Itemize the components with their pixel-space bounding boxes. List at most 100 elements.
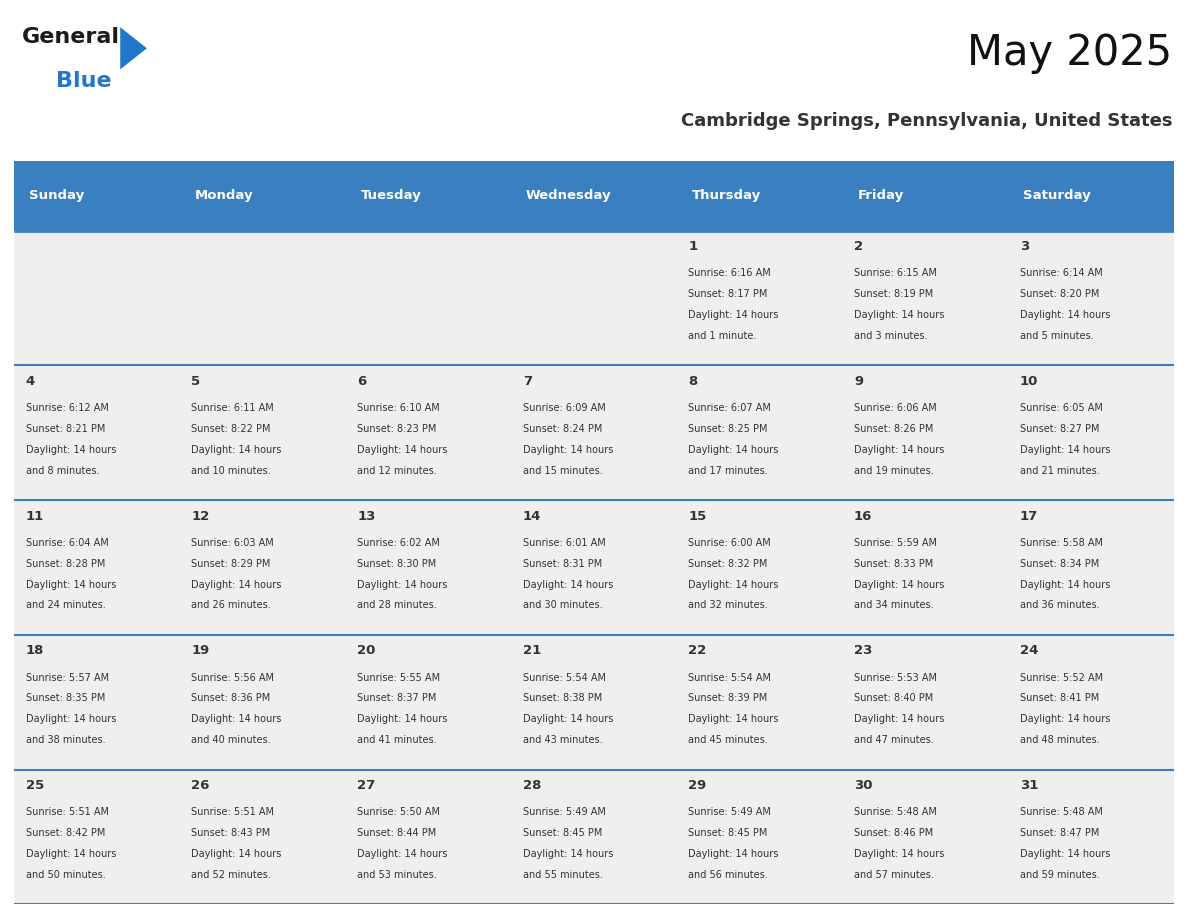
Text: 30: 30 <box>854 779 872 792</box>
Text: Daylight: 14 hours: Daylight: 14 hours <box>358 579 448 589</box>
Text: Sunset: 8:33 PM: Sunset: 8:33 PM <box>854 559 934 569</box>
Text: Sunset: 8:44 PM: Sunset: 8:44 PM <box>358 828 436 838</box>
Text: 13: 13 <box>358 509 375 522</box>
Text: Sunset: 8:37 PM: Sunset: 8:37 PM <box>358 693 436 703</box>
Text: 9: 9 <box>854 375 864 387</box>
Text: Sunrise: 6:09 AM: Sunrise: 6:09 AM <box>523 403 606 413</box>
Text: Daylight: 14 hours: Daylight: 14 hours <box>854 445 944 455</box>
Text: and 47 minutes.: and 47 minutes. <box>854 735 934 745</box>
Text: Sunset: 8:20 PM: Sunset: 8:20 PM <box>1019 289 1099 299</box>
Text: Sunrise: 6:16 AM: Sunrise: 6:16 AM <box>688 268 771 278</box>
Text: Daylight: 14 hours: Daylight: 14 hours <box>688 445 779 455</box>
Text: Wednesday: Wednesday <box>526 189 612 202</box>
Text: and 50 minutes.: and 50 minutes. <box>26 870 106 879</box>
Text: Daylight: 14 hours: Daylight: 14 hours <box>358 849 448 859</box>
Text: Sunset: 8:45 PM: Sunset: 8:45 PM <box>688 828 767 838</box>
Text: Sunrise: 6:05 AM: Sunrise: 6:05 AM <box>1019 403 1102 413</box>
Text: and 5 minutes.: and 5 minutes. <box>1019 331 1093 341</box>
Text: Sunset: 8:38 PM: Sunset: 8:38 PM <box>523 693 602 703</box>
Text: 5: 5 <box>191 375 201 387</box>
Text: Sunrise: 6:01 AM: Sunrise: 6:01 AM <box>523 538 606 548</box>
Text: Sunset: 8:22 PM: Sunset: 8:22 PM <box>191 424 271 434</box>
Text: General: General <box>21 28 119 47</box>
Text: and 34 minutes.: and 34 minutes. <box>854 600 934 610</box>
Text: Daylight: 14 hours: Daylight: 14 hours <box>191 849 282 859</box>
Text: 29: 29 <box>688 779 707 792</box>
Bar <box>14 365 1174 500</box>
Text: and 17 minutes.: and 17 minutes. <box>688 465 769 476</box>
Text: Daylight: 14 hours: Daylight: 14 hours <box>854 310 944 320</box>
Text: 7: 7 <box>523 375 532 387</box>
Text: Sunset: 8:28 PM: Sunset: 8:28 PM <box>26 559 106 569</box>
Text: Sunset: 8:17 PM: Sunset: 8:17 PM <box>688 289 767 299</box>
Text: 1: 1 <box>688 241 697 253</box>
Text: 26: 26 <box>191 779 210 792</box>
Text: 31: 31 <box>1019 779 1038 792</box>
Text: Sunset: 8:21 PM: Sunset: 8:21 PM <box>26 424 106 434</box>
Text: 18: 18 <box>26 644 44 657</box>
Text: Daylight: 14 hours: Daylight: 14 hours <box>26 579 116 589</box>
Text: and 8 minutes.: and 8 minutes. <box>26 465 100 476</box>
Text: 20: 20 <box>358 644 375 657</box>
Text: Sunrise: 6:10 AM: Sunrise: 6:10 AM <box>358 403 440 413</box>
Text: and 30 minutes.: and 30 minutes. <box>523 600 602 610</box>
Text: and 3 minutes.: and 3 minutes. <box>854 331 928 341</box>
Text: and 38 minutes.: and 38 minutes. <box>26 735 106 745</box>
Text: and 57 minutes.: and 57 minutes. <box>854 870 934 879</box>
Text: May 2025: May 2025 <box>967 32 1173 74</box>
Text: and 32 minutes.: and 32 minutes. <box>688 600 769 610</box>
Text: 21: 21 <box>523 644 541 657</box>
Text: 22: 22 <box>688 644 707 657</box>
Text: 16: 16 <box>854 509 872 522</box>
Text: Daylight: 14 hours: Daylight: 14 hours <box>1019 579 1110 589</box>
Text: Sunday: Sunday <box>30 189 84 202</box>
Text: Sunrise: 6:03 AM: Sunrise: 6:03 AM <box>191 538 274 548</box>
Text: Sunset: 8:32 PM: Sunset: 8:32 PM <box>688 559 767 569</box>
Text: and 59 minutes.: and 59 minutes. <box>1019 870 1099 879</box>
Text: Sunset: 8:23 PM: Sunset: 8:23 PM <box>358 424 436 434</box>
Text: 28: 28 <box>523 779 542 792</box>
Text: Sunrise: 5:48 AM: Sunrise: 5:48 AM <box>1019 807 1102 817</box>
Text: Daylight: 14 hours: Daylight: 14 hours <box>26 714 116 724</box>
Text: 2: 2 <box>854 241 864 253</box>
Text: Sunset: 8:19 PM: Sunset: 8:19 PM <box>854 289 934 299</box>
Text: 6: 6 <box>358 375 366 387</box>
Bar <box>14 500 1174 635</box>
Text: 24: 24 <box>1019 644 1038 657</box>
Text: 23: 23 <box>854 644 872 657</box>
Text: Sunrise: 6:15 AM: Sunrise: 6:15 AM <box>854 268 937 278</box>
Text: Daylight: 14 hours: Daylight: 14 hours <box>523 445 613 455</box>
Text: 25: 25 <box>26 779 44 792</box>
Text: Friday: Friday <box>858 189 904 202</box>
Text: Sunset: 8:40 PM: Sunset: 8:40 PM <box>854 693 934 703</box>
Text: Sunset: 8:36 PM: Sunset: 8:36 PM <box>191 693 271 703</box>
Text: Sunset: 8:31 PM: Sunset: 8:31 PM <box>523 559 602 569</box>
Text: Sunrise: 5:53 AM: Sunrise: 5:53 AM <box>854 673 937 683</box>
Text: Sunset: 8:27 PM: Sunset: 8:27 PM <box>1019 424 1099 434</box>
Text: and 10 minutes.: and 10 minutes. <box>191 465 271 476</box>
Text: and 19 minutes.: and 19 minutes. <box>854 465 934 476</box>
Text: Daylight: 14 hours: Daylight: 14 hours <box>1019 849 1110 859</box>
Text: Sunset: 8:25 PM: Sunset: 8:25 PM <box>688 424 767 434</box>
Text: Daylight: 14 hours: Daylight: 14 hours <box>358 714 448 724</box>
Text: Sunrise: 5:52 AM: Sunrise: 5:52 AM <box>1019 673 1102 683</box>
Text: and 21 minutes.: and 21 minutes. <box>1019 465 1099 476</box>
Text: Sunset: 8:26 PM: Sunset: 8:26 PM <box>854 424 934 434</box>
Text: and 55 minutes.: and 55 minutes. <box>523 870 602 879</box>
Text: Sunrise: 5:55 AM: Sunrise: 5:55 AM <box>358 673 441 683</box>
Text: Sunrise: 5:54 AM: Sunrise: 5:54 AM <box>688 673 771 683</box>
Text: and 1 minute.: and 1 minute. <box>688 331 757 341</box>
Text: and 41 minutes.: and 41 minutes. <box>358 735 437 745</box>
Text: Sunset: 8:42 PM: Sunset: 8:42 PM <box>26 828 106 838</box>
Text: 14: 14 <box>523 509 542 522</box>
Text: 10: 10 <box>1019 375 1038 387</box>
Text: Sunset: 8:34 PM: Sunset: 8:34 PM <box>1019 559 1099 569</box>
Text: Sunrise: 6:06 AM: Sunrise: 6:06 AM <box>854 403 937 413</box>
Text: Tuesday: Tuesday <box>360 189 422 202</box>
Text: Sunset: 8:35 PM: Sunset: 8:35 PM <box>26 693 106 703</box>
Polygon shape <box>120 28 147 70</box>
Text: Sunrise: 6:00 AM: Sunrise: 6:00 AM <box>688 538 771 548</box>
Text: Sunset: 8:24 PM: Sunset: 8:24 PM <box>523 424 602 434</box>
Text: Sunrise: 6:14 AM: Sunrise: 6:14 AM <box>1019 268 1102 278</box>
Text: Sunset: 8:41 PM: Sunset: 8:41 PM <box>1019 693 1099 703</box>
